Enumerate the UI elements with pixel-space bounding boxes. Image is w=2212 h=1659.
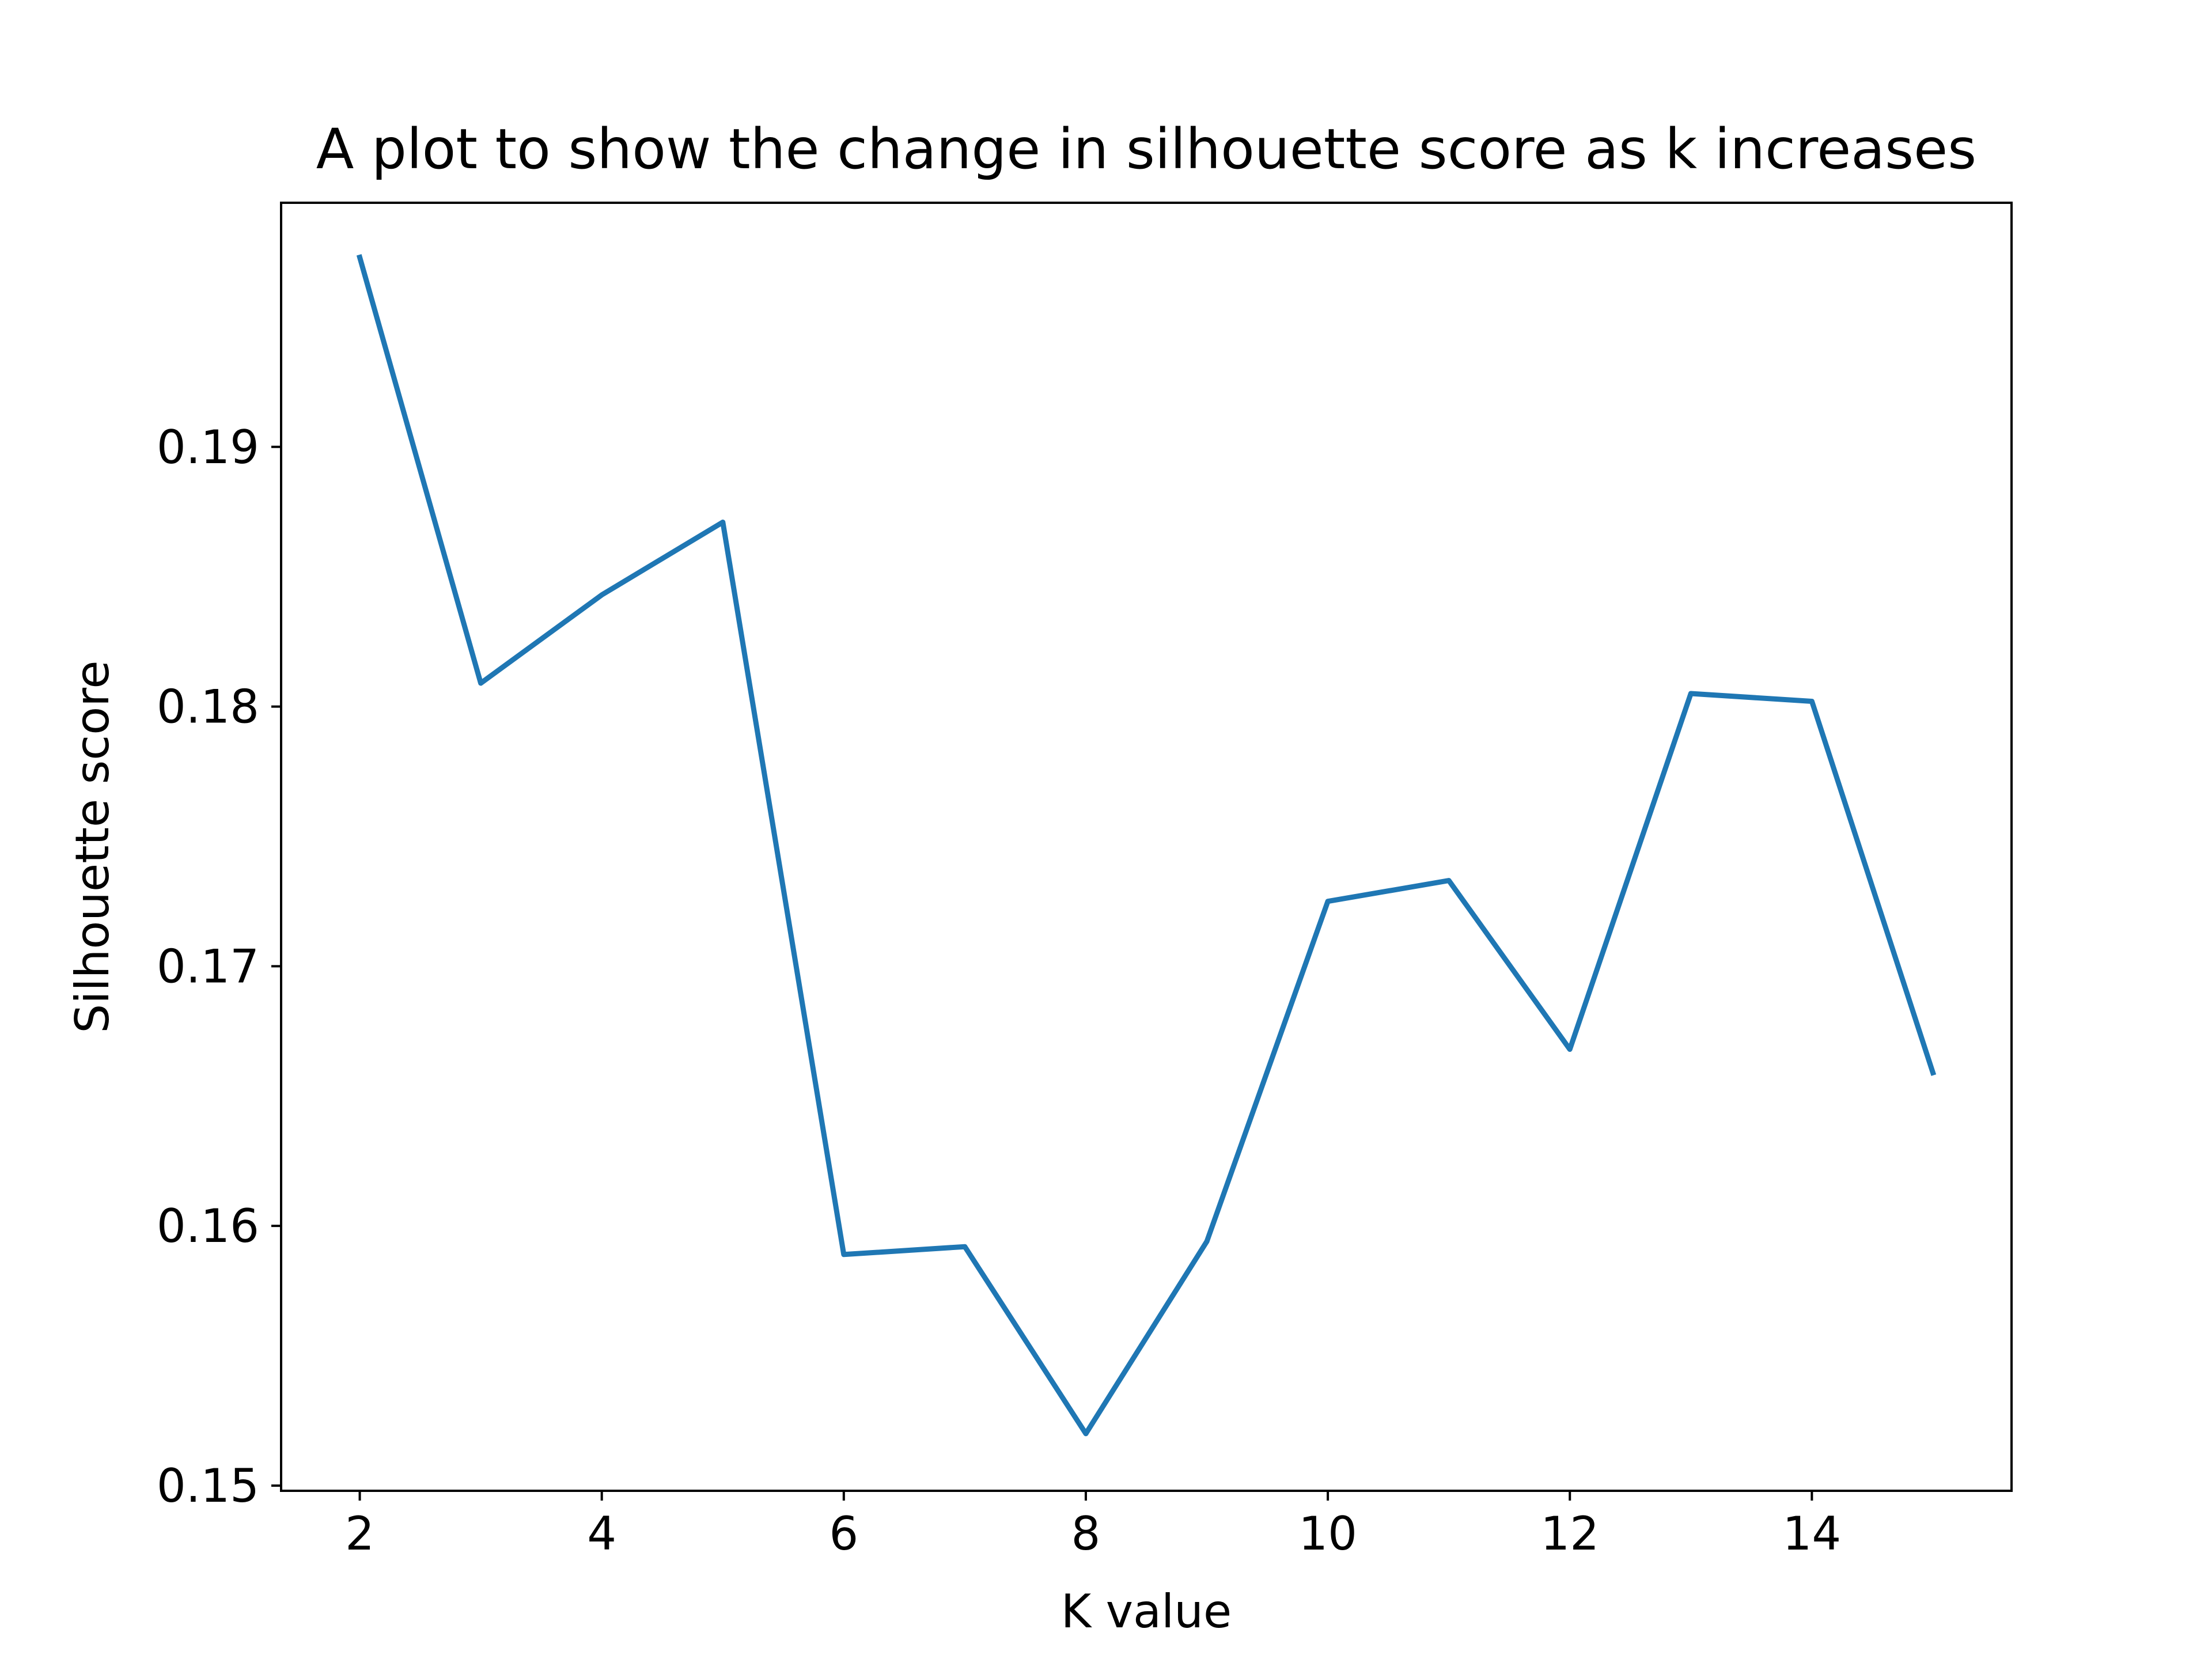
y-tick-label: 0.18 (157, 680, 259, 734)
chart-title: A plot to show the change in silhouette … (316, 117, 1976, 181)
x-tick-label: 2 (345, 1507, 374, 1560)
y-tick-label: 0.17 (157, 940, 259, 993)
y-tick-label: 0.16 (157, 1199, 259, 1253)
y-tick-label: 0.15 (157, 1459, 259, 1513)
x-tick-label: 10 (1298, 1507, 1357, 1560)
x-axis-label: K value (1061, 1585, 1232, 1638)
x-axis-ticks: 2 4 6 8 10 12 14 (345, 1491, 1841, 1560)
x-tick-label: 6 (829, 1507, 858, 1560)
x-tick-label: 4 (587, 1507, 616, 1560)
y-tick-label: 0.19 (157, 421, 259, 474)
x-tick-label: 12 (1540, 1507, 1599, 1560)
x-tick-label: 14 (1782, 1507, 1841, 1560)
y-axis-label: Silhouette score (66, 660, 119, 1033)
y-axis-ticks: 0.15 0.16 0.17 0.18 0.19 (157, 421, 281, 1513)
plot-frame (280, 202, 2013, 1492)
x-tick-label: 8 (1071, 1507, 1101, 1560)
series-line (356, 254, 1937, 1437)
